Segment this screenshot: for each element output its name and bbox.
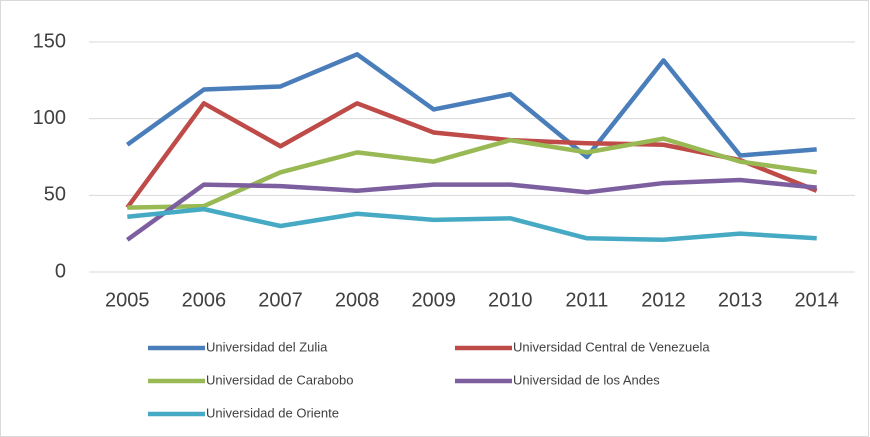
series-line: [127, 136, 818, 210]
x-tick-label: 2008: [335, 289, 380, 311]
x-tick-label: 2006: [182, 289, 227, 311]
x-tick-label: 2013: [718, 289, 763, 311]
y-tick-label: 50: [44, 184, 66, 206]
x-tick-label: 2007: [258, 289, 303, 311]
x-tick-label: 2011: [565, 289, 608, 311]
y-tick-label: 150: [33, 30, 66, 52]
y-tick-label: 100: [33, 107, 66, 129]
legend-label: Universidad de los Andes: [513, 372, 660, 387]
series-line: [127, 206, 817, 243]
x-tick-label: 2012: [641, 289, 686, 311]
x-tick-label: 2014: [794, 289, 839, 311]
x-tick-label: 2010: [488, 289, 533, 311]
series-line: [125, 177, 817, 242]
series-line: [125, 52, 817, 160]
x-tick-label: 2009: [411, 289, 456, 311]
y-tick-label: 0: [55, 260, 66, 282]
legend-label: Universidad de Carabobo: [206, 372, 353, 387]
legend-label: Universidad de Oriente: [206, 405, 339, 420]
x-tick-label: 2005: [105, 289, 150, 311]
legend-label: Universidad Central de Venezuela: [513, 339, 710, 354]
legend-label: Universidad del Zulia: [206, 339, 328, 354]
